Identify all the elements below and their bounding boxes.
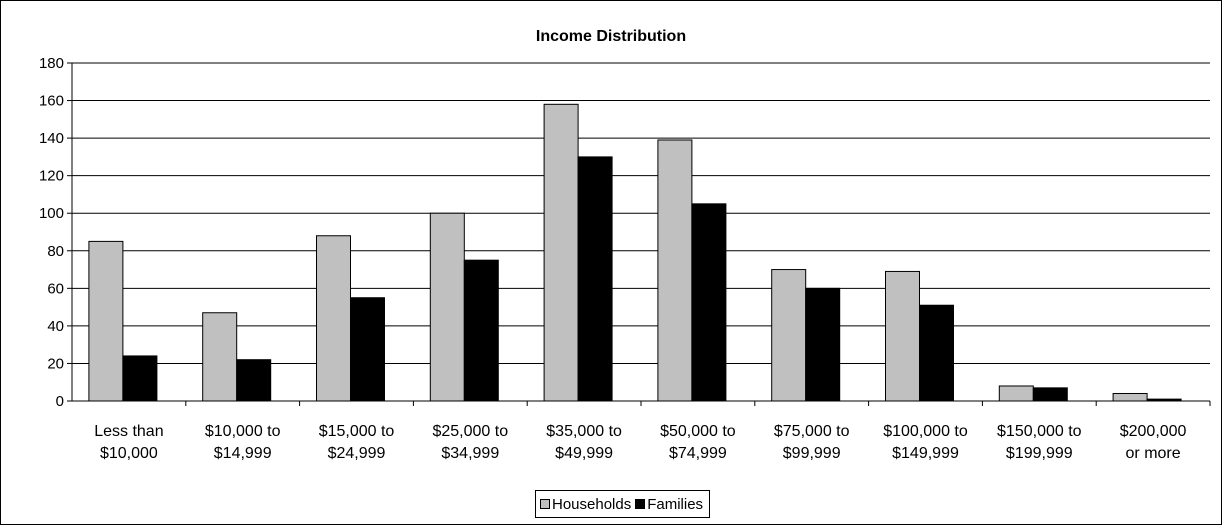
bar-families <box>350 297 385 402</box>
legend-label-families: Families <box>647 495 704 513</box>
bar-households <box>543 103 579 402</box>
bar-households <box>316 235 351 402</box>
x-tick-label: $14,999 <box>214 445 272 462</box>
y-tick-label: 20 <box>47 355 64 372</box>
y-tick-label: 80 <box>47 243 64 260</box>
bar-households <box>429 212 465 402</box>
x-tick-label: $15,000 to <box>319 423 395 440</box>
x-tick-label: $100,000 to <box>883 423 968 440</box>
y-tick-label: 180 <box>39 55 64 72</box>
y-tick-label: 40 <box>47 318 64 335</box>
y-tick-label: 160 <box>39 93 64 110</box>
bar-families <box>122 355 158 402</box>
y-tick-label: 140 <box>39 130 64 147</box>
legend-item-families: Families <box>635 496 703 513</box>
x-tick-label: $49,999 <box>555 445 613 462</box>
x-tick-label: $25,000 to <box>432 423 508 440</box>
x-tick-label: $75,000 to <box>774 423 850 440</box>
y-tick-label: 100 <box>39 205 64 222</box>
bar-households <box>657 139 693 402</box>
x-tick-label: $24,999 <box>328 445 386 462</box>
bar-households <box>885 270 920 402</box>
legend-label-households: Households <box>552 495 632 513</box>
legend-item-households: Households <box>540 496 631 513</box>
bar-families <box>691 203 727 402</box>
bar-families <box>236 359 272 402</box>
y-tick-label: 60 <box>47 280 64 297</box>
bar-families <box>577 156 613 402</box>
x-tick-label: $10,000 <box>100 445 158 462</box>
bar-families <box>1146 398 1182 402</box>
y-tick-label: 0 <box>56 393 64 410</box>
bar-households <box>1112 392 1148 402</box>
legend-swatch-families <box>635 499 646 509</box>
x-tick-label: $149,999 <box>892 445 959 462</box>
bar-households <box>202 312 238 402</box>
legend-swatch-households <box>540 499 550 509</box>
x-tick-label: $35,000 to <box>546 423 622 440</box>
bar-families <box>1032 387 1068 402</box>
bar-families <box>463 259 499 402</box>
y-tick-label: 120 <box>39 168 64 185</box>
x-tick-label: $99,999 <box>783 445 841 462</box>
bar-households <box>88 240 124 402</box>
x-tick-label: $34,999 <box>441 445 499 462</box>
x-tick-label: $199,999 <box>1006 445 1073 462</box>
x-tick-label: $10,000 to <box>205 423 281 440</box>
bar-families <box>919 304 954 402</box>
x-tick-label: $50,000 to <box>660 423 736 440</box>
bar-households <box>771 269 807 402</box>
x-tick-label: $74,999 <box>669 445 727 462</box>
bar-households <box>998 385 1034 402</box>
x-tick-label: $150,000 to <box>997 423 1082 440</box>
chart-title: Income Distribution <box>535 28 687 45</box>
bar-families <box>805 287 841 402</box>
x-tick-label: or more <box>1126 445 1181 462</box>
x-tick-label: Less than <box>94 423 163 440</box>
legend: Households Families <box>535 490 711 518</box>
x-tick-label: $200,000 <box>1120 423 1187 440</box>
